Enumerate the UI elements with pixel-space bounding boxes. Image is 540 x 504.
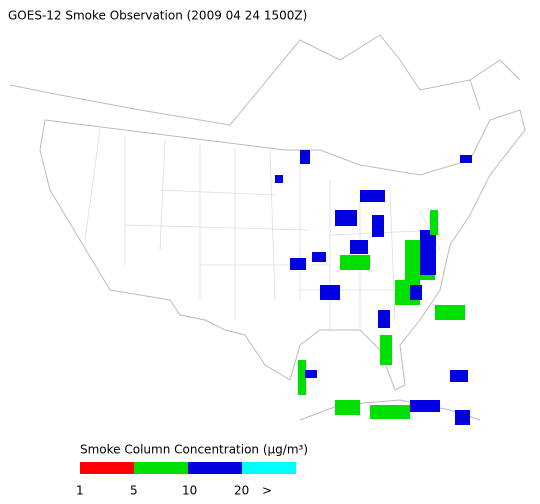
smoke xyxy=(450,370,468,382)
smoke-areas xyxy=(275,150,472,425)
colorbar: 1 5 10 20 > xyxy=(76,462,296,498)
smoke xyxy=(430,210,438,235)
colorbar-segment xyxy=(134,462,188,474)
base-map xyxy=(9,34,526,421)
smoke xyxy=(370,405,410,419)
smoke xyxy=(360,190,385,202)
smoke xyxy=(320,285,340,300)
smoke xyxy=(290,258,306,270)
smoke xyxy=(312,252,326,262)
smoke xyxy=(420,230,436,275)
colorbar-segment xyxy=(80,462,134,474)
smoke xyxy=(350,240,368,254)
smoke xyxy=(335,210,357,226)
smoke xyxy=(410,285,422,300)
colorbar-label: 20 xyxy=(234,484,249,498)
map-title: GOES-12 Smoke Observation (2009 04 24 15… xyxy=(8,9,307,23)
smoke xyxy=(435,305,465,320)
legend-title: Smoke Column Concentration (μg/m³) xyxy=(80,443,308,457)
smoke xyxy=(305,370,317,378)
smoke xyxy=(378,310,390,328)
smoke xyxy=(300,150,310,164)
smoke xyxy=(335,400,360,415)
smoke xyxy=(340,255,370,270)
smoke xyxy=(372,215,384,237)
smoke xyxy=(410,400,440,412)
colorbar-label: 10 xyxy=(182,484,197,498)
smoke xyxy=(298,360,306,395)
smoke xyxy=(275,175,283,183)
colorbar-label: > xyxy=(262,484,272,498)
colorbar-label: 1 xyxy=(76,484,84,498)
smoke xyxy=(460,155,472,163)
colorbar-segment xyxy=(242,462,296,474)
colorbar-segment xyxy=(188,462,242,474)
smoke xyxy=(380,335,392,365)
smoke xyxy=(455,410,470,425)
colorbar-label: 5 xyxy=(130,484,138,498)
